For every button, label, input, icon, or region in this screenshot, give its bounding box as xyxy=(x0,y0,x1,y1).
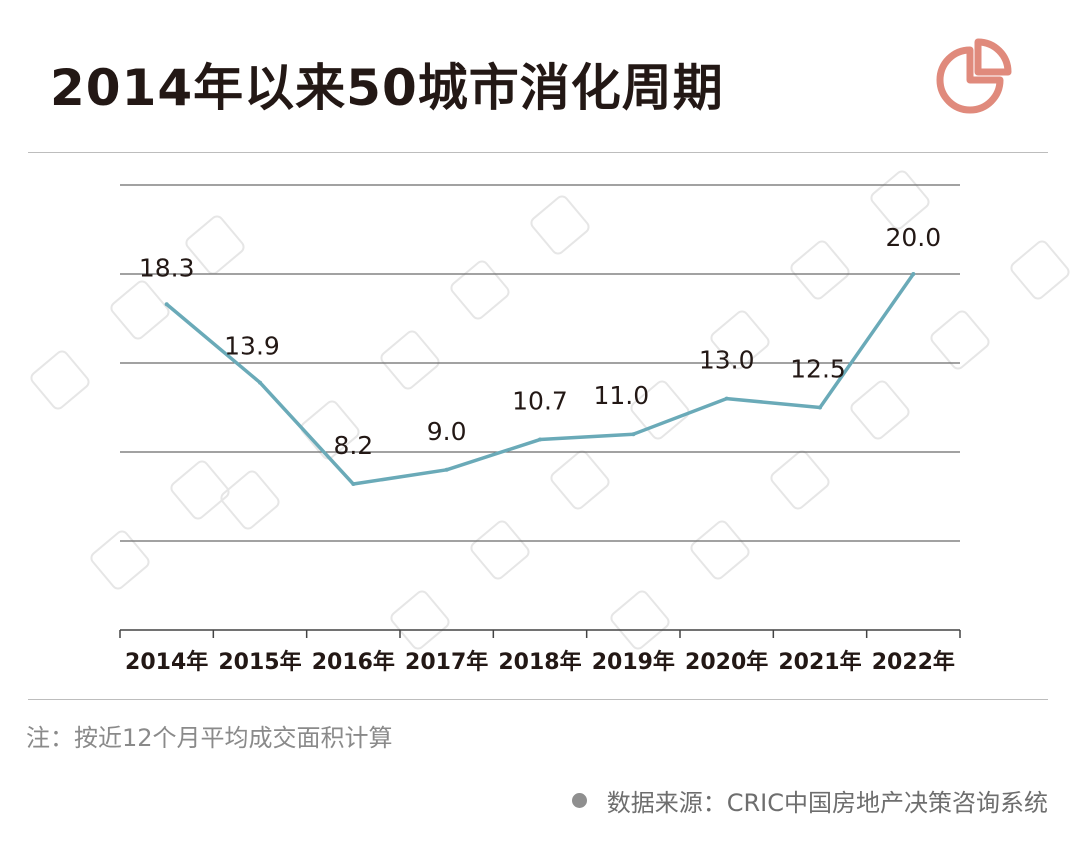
x-tick-label: 2018年 xyxy=(498,649,581,675)
x-tick-label: 2019年 xyxy=(592,649,675,675)
data-point-7 xyxy=(818,405,822,410)
header-divider xyxy=(28,152,1048,153)
data-label-2: 8.2 xyxy=(333,431,373,460)
line-chart: 2014年 2015年 2016年 2017年 2018年 2019年 2020年 2021年… xyxy=(119,184,961,675)
data-label-3: 9.0 xyxy=(427,417,467,446)
x-tick-label: 2021年 xyxy=(778,649,861,675)
data-label-5: 11.0 xyxy=(593,381,649,410)
data-point-8 xyxy=(911,272,916,276)
chart-title: 2014年以来50城市消化周期 xyxy=(50,59,724,117)
x-tick-label: 2016年 xyxy=(312,649,395,675)
data-label-6: 13.0 xyxy=(699,346,755,375)
data-point-1 xyxy=(258,380,262,385)
footer-divider xyxy=(28,699,1048,700)
data-label-4: 10.7 xyxy=(512,387,568,416)
data-source: 数据来源：CRIC中国房地产决策咨询系统 xyxy=(571,783,1048,818)
x-tick-label: 2015年 xyxy=(218,649,301,675)
data-point-0 xyxy=(164,302,169,307)
data-point-6 xyxy=(724,396,729,401)
footnote: 注：按近12个月平均成交面积计算 xyxy=(26,724,393,752)
gridlines xyxy=(120,184,960,542)
x-axis: 2014年 2015年 2016年 2017年 2018年 2019年 2020年 2021年… xyxy=(119,629,961,675)
data-point-5 xyxy=(631,432,636,437)
data-label-7: 12.5 xyxy=(790,355,846,384)
data-label-8: 20.0 xyxy=(885,223,941,252)
data-source-text: 数据来源：CRIC中国房地产决策咨询系统 xyxy=(606,789,1048,817)
data-point-3 xyxy=(444,467,449,472)
x-tick-label: 2022年 xyxy=(872,649,955,675)
data-label-1: 13.9 xyxy=(224,332,280,361)
x-tick-label: 2014年 xyxy=(125,649,208,675)
x-tick-label: 2017年 xyxy=(405,649,488,675)
x-tick-label: 2020年 xyxy=(685,649,768,675)
bullet-dot-icon xyxy=(571,793,587,808)
data-label-0: 18.3 xyxy=(139,253,195,282)
data-point-2 xyxy=(351,482,356,487)
data-label-layer: 18.3 13.9 8.2 9.0 10.7 11.0 13.0 12.5 20.0 xyxy=(139,223,941,460)
series-line-layer xyxy=(164,272,916,487)
data-point-4 xyxy=(538,437,542,442)
pie-chart-icon xyxy=(936,38,1012,114)
